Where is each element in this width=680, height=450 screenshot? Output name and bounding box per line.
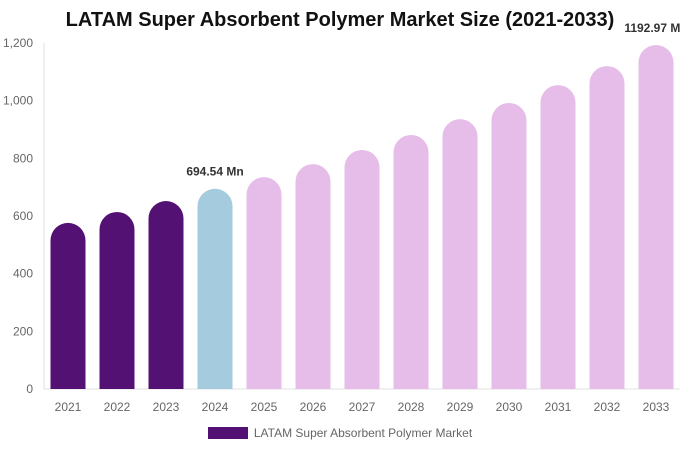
- x-tick-label: 2031: [545, 400, 572, 414]
- bar-2023[interactable]: [148, 201, 184, 389]
- x-tick-label: 2024: [202, 400, 229, 414]
- x-tick-label: 2033: [643, 400, 670, 414]
- x-tick-label: 2028: [398, 400, 425, 414]
- y-tick-label: 200: [13, 324, 33, 338]
- y-tick-label: 1,000: [3, 94, 33, 108]
- chart-title: LATAM Super Absorbent Polymer Market Siz…: [65, 9, 615, 31]
- bar-2027[interactable]: [344, 149, 380, 389]
- bar-2030[interactable]: [491, 102, 527, 390]
- legend-swatch: [207, 427, 248, 439]
- data-label: 1192.97 Mn: [624, 21, 680, 35]
- y-tick-label: 600: [13, 209, 33, 223]
- y-tick-label: 1,200: [3, 36, 33, 50]
- bar-2033[interactable]: [638, 45, 674, 390]
- x-tick-label: 2026: [300, 400, 327, 414]
- bar-2021[interactable]: [50, 222, 86, 389]
- bar-2026[interactable]: [295, 164, 331, 389]
- x-tick-label: 2021: [55, 400, 82, 414]
- legend[interactable]: LATAM Super Absorbent Polymer Market: [0, 426, 680, 440]
- y-tick-label: 0: [26, 382, 33, 396]
- x-tick-label: 2030: [496, 400, 523, 414]
- x-tick-label: 2027: [349, 400, 376, 414]
- x-tick-label: 2022: [104, 400, 131, 414]
- data-label: 694.54 Mn: [186, 165, 243, 179]
- bar-2024[interactable]: [197, 188, 233, 389]
- y-tick-label: 400: [13, 267, 33, 281]
- bar-2022[interactable]: [99, 211, 135, 389]
- x-tick-label: 2029: [447, 400, 474, 414]
- y-tick-label: 800: [13, 151, 33, 165]
- bar-2031[interactable]: [540, 85, 576, 389]
- bar-2029[interactable]: [442, 119, 478, 390]
- bar-2028[interactable]: [393, 134, 429, 389]
- bar-2032[interactable]: [589, 66, 625, 390]
- x-tick-label: 2032: [594, 400, 621, 414]
- bar-2025[interactable]: [246, 177, 282, 389]
- legend-label: LATAM Super Absorbent Polymer Market: [253, 426, 473, 440]
- x-tick-label: 2023: [153, 400, 180, 414]
- x-tick-label: 2025: [251, 400, 278, 414]
